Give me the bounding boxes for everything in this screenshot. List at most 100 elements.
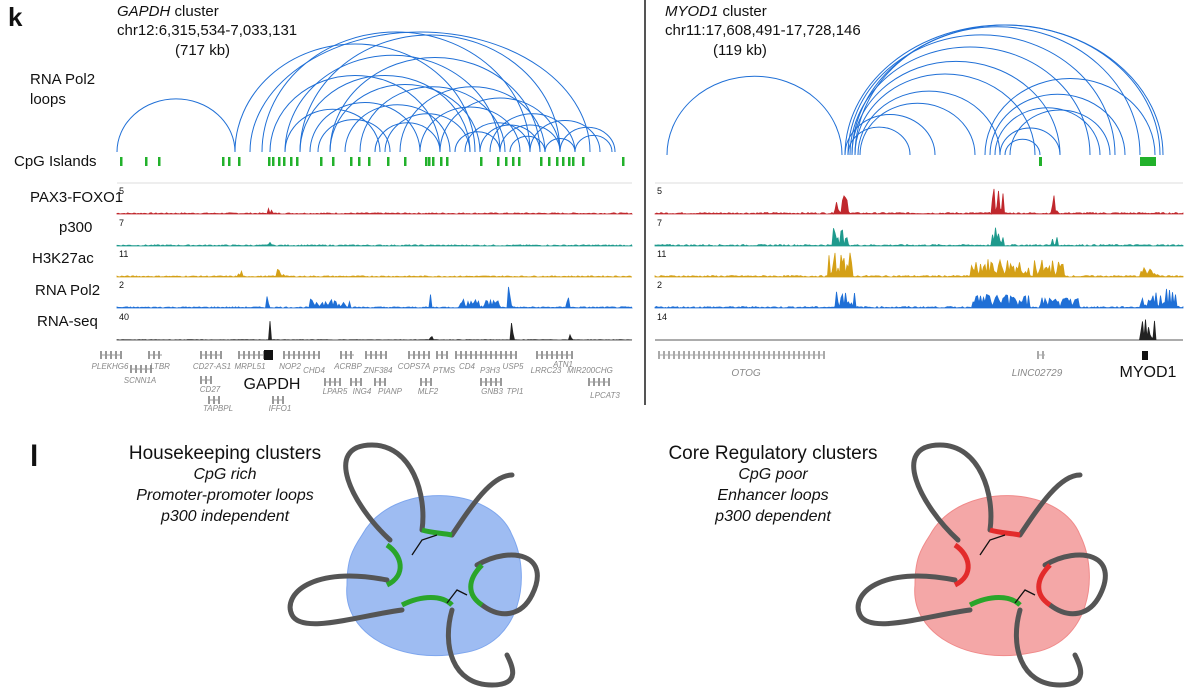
gene-name: GAPDH: [117, 3, 171, 20]
loop-arc: [489, 113, 576, 153]
exon: [379, 378, 381, 386]
exon: [475, 351, 477, 359]
exon: [145, 365, 147, 373]
cluster-title: MYOD1 cluster: [665, 3, 767, 20]
exon: [350, 378, 352, 386]
exon: [490, 351, 492, 359]
gene-label: PTMS: [432, 366, 456, 375]
exon: [505, 351, 507, 359]
loop-arc: [857, 90, 1001, 156]
cpg-island: [622, 157, 625, 166]
exon: [510, 351, 512, 359]
loop-arc: [329, 57, 541, 153]
regulatory-element: [468, 563, 484, 608]
exon: [688, 351, 690, 359]
loop-arc: [479, 124, 541, 153]
gene-label: TAPBPL: [202, 404, 234, 413]
gene-label: PIANP: [377, 387, 403, 396]
loop-arc: [116, 98, 236, 153]
exon: [566, 351, 568, 359]
exon: [258, 351, 260, 359]
loop-arc: [989, 93, 1126, 156]
gene-label: LINC02729: [1011, 368, 1063, 379]
exon: [485, 378, 487, 386]
exon: [495, 351, 497, 359]
regulatory-element: [1036, 563, 1052, 608]
exon: [446, 351, 448, 359]
exon: [793, 351, 795, 359]
exon: [738, 351, 740, 359]
loop-arc: [399, 86, 546, 153]
condensate: [914, 495, 1090, 657]
cpg-island: [222, 157, 225, 166]
chromatin: [1017, 472, 1083, 538]
arrow: [979, 534, 1006, 556]
exon: [561, 351, 563, 359]
exon: [205, 376, 207, 384]
track-label: p300: [59, 219, 93, 236]
cpg-island: [562, 157, 565, 166]
condensate: [346, 495, 522, 657]
cpg-island: [480, 157, 483, 166]
exon: [608, 378, 610, 386]
exon: [693, 351, 695, 359]
signal-track: [116, 268, 633, 278]
exon: [723, 351, 725, 359]
cpg-island: [505, 157, 508, 166]
exon: [318, 351, 320, 359]
exon: [329, 378, 331, 386]
exon: [551, 351, 553, 359]
exon: [541, 351, 543, 359]
loop-arc: [999, 127, 1061, 156]
regulatory-element: [421, 527, 453, 538]
exon: [1042, 351, 1044, 359]
exon: [556, 351, 558, 359]
exon: [813, 351, 815, 359]
track-scale: 5: [657, 186, 663, 196]
exon: [120, 351, 122, 359]
signal-track: [116, 207, 633, 215]
track-scale: 5: [119, 186, 125, 196]
loop-arc: [329, 84, 481, 153]
exon: [220, 351, 222, 359]
cpg-island: [440, 157, 443, 166]
exon: [430, 378, 432, 386]
track-scale: 7: [657, 218, 663, 228]
chromatin: [1042, 552, 1108, 617]
exon: [200, 376, 202, 384]
chromatin: [287, 573, 405, 627]
exon: [210, 351, 212, 359]
exon: [428, 351, 430, 359]
loop-arc: [509, 135, 546, 153]
loop-arc: [847, 34, 1116, 156]
model-line: p300 independent: [160, 508, 290, 525]
exon: [135, 365, 137, 373]
gene-label: ZNF384: [363, 366, 393, 375]
cpg-island: [296, 157, 299, 166]
exon: [140, 365, 142, 373]
loop-arc: [284, 54, 501, 153]
signal-track: [116, 241, 633, 247]
exon: [718, 351, 720, 359]
gene-label: ATN1: [553, 360, 573, 369]
exon: [218, 396, 220, 404]
model-title: Housekeeping clusters: [128, 443, 322, 464]
exon: [748, 351, 750, 359]
track-scale: 2: [657, 280, 663, 290]
exon: [340, 351, 342, 359]
exon: [283, 351, 285, 359]
exon: [200, 351, 202, 359]
loop-arc: [851, 60, 1061, 156]
cpg-island: [120, 157, 123, 166]
gene-label: TPI1: [506, 387, 524, 396]
regulatory-element: [989, 527, 1021, 538]
signal-track: [655, 319, 1183, 341]
coords: chr11:17,608,491-17,728,146: [665, 22, 861, 39]
chromatin: [1013, 607, 1084, 688]
gene-model: [264, 350, 273, 360]
exon: [324, 378, 326, 386]
cpg-island: [404, 157, 407, 166]
exon: [313, 351, 315, 359]
exon: [355, 378, 357, 386]
